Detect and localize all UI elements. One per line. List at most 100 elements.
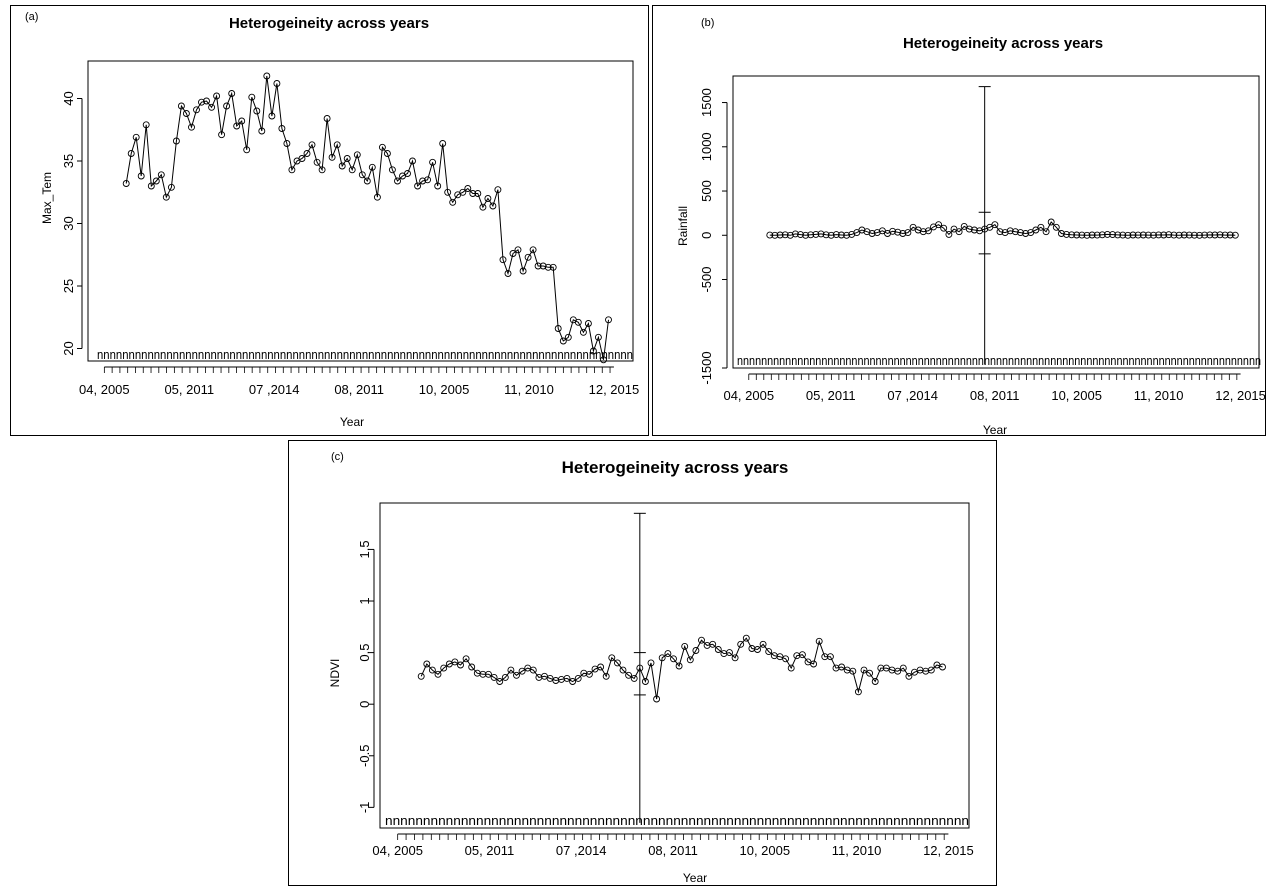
data-point bbox=[1052, 223, 1060, 231]
data-point bbox=[223, 102, 231, 110]
y-tick-label: 35 bbox=[61, 154, 76, 168]
data-point bbox=[1144, 231, 1152, 239]
data-point bbox=[213, 92, 221, 100]
data-point bbox=[1196, 231, 1203, 239]
data-point bbox=[1221, 231, 1229, 239]
data-point bbox=[630, 674, 638, 682]
chart-panel-b: (b) Heterogeineity across years Year Rai… bbox=[652, 5, 1266, 437]
y-tick-label: -0.5 bbox=[357, 745, 372, 767]
data-point bbox=[489, 202, 497, 210]
data-point bbox=[193, 106, 200, 114]
data-point bbox=[514, 246, 522, 254]
series-line bbox=[420, 637, 943, 700]
data-point bbox=[127, 150, 135, 157]
data-point bbox=[363, 177, 371, 185]
data-point bbox=[479, 203, 487, 211]
data-point bbox=[904, 229, 912, 237]
data-point bbox=[1160, 231, 1168, 239]
data-point bbox=[1114, 231, 1122, 239]
data-point bbox=[817, 230, 825, 238]
data-point bbox=[434, 182, 442, 190]
y-tick-label: -1 bbox=[357, 802, 372, 814]
data-point bbox=[1083, 231, 1091, 239]
data-point bbox=[1011, 228, 1019, 236]
data-point bbox=[585, 670, 593, 678]
data-point bbox=[1201, 231, 1209, 239]
data-point bbox=[894, 228, 902, 236]
x-tick-label: 04, 2005 bbox=[723, 388, 774, 403]
data-point bbox=[440, 664, 448, 672]
data-point bbox=[152, 177, 160, 185]
data-point bbox=[564, 333, 572, 341]
x-tick-label: 11, 2010 bbox=[504, 382, 554, 397]
data-point bbox=[737, 640, 745, 648]
data-point bbox=[358, 171, 366, 179]
data-point bbox=[899, 230, 907, 237]
data-point bbox=[162, 193, 170, 201]
y-tick-label: -1500 bbox=[699, 351, 714, 384]
data-point bbox=[1190, 231, 1198, 239]
panel-label-b: (b) bbox=[701, 17, 714, 29]
data-point bbox=[574, 674, 582, 682]
data-point bbox=[1017, 229, 1024, 237]
data-point bbox=[273, 80, 281, 87]
data-point bbox=[675, 662, 683, 670]
data-point bbox=[731, 654, 739, 662]
data-point bbox=[529, 246, 537, 254]
data-point bbox=[496, 678, 504, 685]
data-point bbox=[940, 224, 948, 232]
data-point bbox=[188, 123, 195, 131]
data-point bbox=[1180, 231, 1188, 239]
data-point bbox=[1022, 230, 1030, 237]
data-point bbox=[328, 153, 336, 161]
data-point bbox=[1093, 231, 1101, 239]
x-tick-label: 04, 2005 bbox=[79, 382, 130, 397]
chart-title-c: Heterogeineity across years bbox=[562, 458, 789, 477]
data-point bbox=[1119, 231, 1127, 239]
data-point bbox=[383, 150, 391, 157]
data-point bbox=[147, 182, 155, 190]
chart-panel-a: (a) Heterogeineity across years Year Max… bbox=[10, 5, 649, 436]
data-point bbox=[563, 674, 571, 682]
data-point bbox=[1211, 231, 1219, 239]
data-point bbox=[338, 162, 346, 170]
data-point bbox=[726, 649, 733, 657]
data-point bbox=[507, 666, 515, 674]
data-point bbox=[889, 227, 897, 235]
data-point bbox=[860, 666, 868, 674]
data-point bbox=[504, 270, 512, 277]
data-point bbox=[228, 90, 236, 97]
data-point bbox=[574, 318, 582, 326]
data-point bbox=[248, 93, 256, 101]
y-axis-label-a: Max_Tem bbox=[40, 172, 54, 224]
data-point bbox=[137, 172, 145, 180]
data-point bbox=[1042, 228, 1050, 236]
y-tick-label: 40 bbox=[61, 91, 76, 105]
data-point bbox=[468, 663, 476, 671]
data-point bbox=[791, 230, 799, 238]
data-point bbox=[589, 347, 597, 355]
data-point bbox=[1231, 231, 1239, 239]
data-point bbox=[529, 666, 537, 674]
data-point bbox=[1216, 231, 1224, 239]
data-point bbox=[759, 640, 767, 648]
data-point bbox=[1063, 230, 1070, 238]
data-point bbox=[787, 664, 795, 672]
data-point bbox=[177, 102, 185, 110]
data-point bbox=[233, 122, 241, 130]
x-tick-label: 11, 2010 bbox=[832, 843, 882, 858]
data-point bbox=[122, 180, 130, 187]
data-point bbox=[353, 151, 361, 159]
data-point bbox=[509, 250, 517, 257]
data-point bbox=[559, 337, 567, 345]
data-point bbox=[417, 672, 425, 680]
data-point bbox=[798, 651, 806, 659]
data-point bbox=[619, 666, 627, 674]
data-point bbox=[474, 190, 482, 197]
data-point bbox=[1037, 223, 1045, 231]
data-point bbox=[602, 672, 610, 680]
data-point bbox=[837, 231, 845, 239]
data-point bbox=[692, 647, 700, 654]
data-point bbox=[782, 655, 790, 663]
data-point bbox=[625, 671, 633, 679]
